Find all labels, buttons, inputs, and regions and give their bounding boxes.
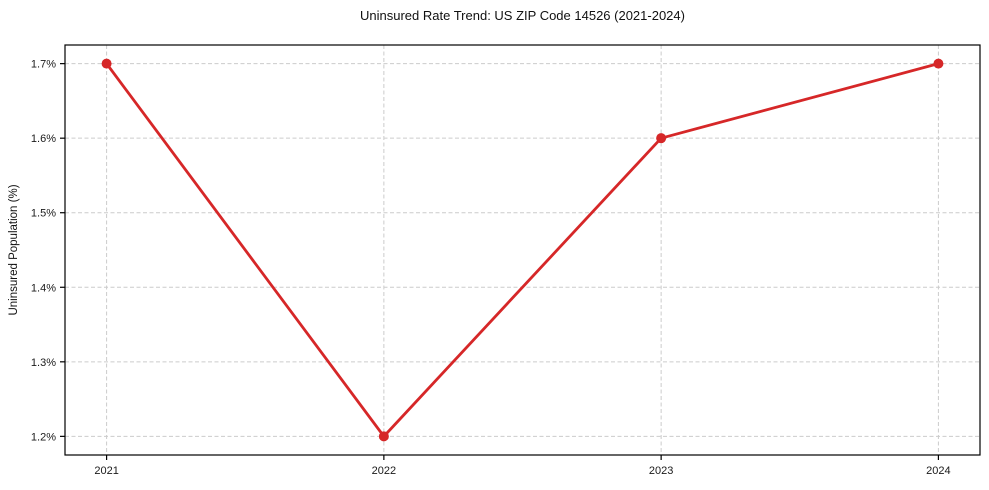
y-tick-label: 1.5% (31, 208, 56, 220)
trend-line (105, 62, 940, 438)
y-tick-label: 1.7% (31, 59, 56, 71)
data-point-marker (101, 58, 112, 69)
plot-border (64, 44, 981, 456)
y-tick-label: 1.6% (31, 133, 56, 145)
data-point-marker (378, 431, 389, 442)
data-point-marker (656, 133, 667, 144)
x-tick-label: 2021 (94, 465, 118, 477)
x-tick-label: 2024 (926, 465, 950, 477)
y-tick-label: 1.4% (31, 282, 56, 294)
chart-title: Uninsured Rate Trend: US ZIP Code 14526 … (360, 8, 685, 23)
data-point-marker (933, 58, 944, 69)
x-tick-label: 2023 (649, 465, 673, 477)
x-tick-label: 2022 (372, 465, 396, 477)
y-tick-label: 1.2% (31, 431, 56, 443)
y-tick-label: 1.3% (31, 357, 56, 369)
